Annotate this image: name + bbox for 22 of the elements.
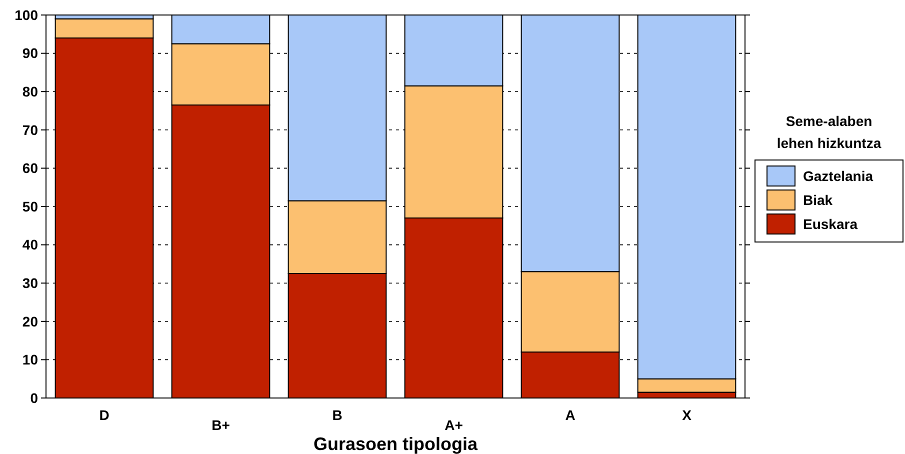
y-tick-label: 100 bbox=[14, 6, 38, 23]
x-tick-label: D bbox=[99, 407, 110, 423]
x-tick-label: B bbox=[332, 407, 342, 423]
y-tick-label: 90 bbox=[22, 45, 38, 62]
x-tick-label: X bbox=[682, 407, 692, 423]
y-tick-label: 60 bbox=[22, 160, 38, 176]
y-tick-label: 40 bbox=[22, 236, 38, 253]
y-tick-label: 80 bbox=[22, 84, 38, 100]
y-tick-label: 20 bbox=[22, 313, 38, 330]
legend-title: Seme-alaben lehen hizkuntza bbox=[776, 113, 882, 151]
legend-label: Euskara bbox=[803, 216, 858, 232]
x-tick-label: A bbox=[565, 407, 576, 423]
x-tick-label: B+ bbox=[212, 417, 230, 433]
x-axis-title: Gurasoen tipologia bbox=[313, 434, 478, 454]
x-tick-label: A+ bbox=[444, 417, 463, 433]
y-tick-label: 30 bbox=[22, 275, 38, 291]
y-tick-label: 50 bbox=[22, 198, 38, 214]
y-tick-label: 0 bbox=[30, 390, 38, 406]
legend-label: Biak bbox=[803, 192, 833, 208]
y-tick-label: 70 bbox=[22, 122, 38, 138]
legend-label: Gaztelania bbox=[803, 168, 874, 184]
y-tick-label: 10 bbox=[22, 352, 38, 368]
